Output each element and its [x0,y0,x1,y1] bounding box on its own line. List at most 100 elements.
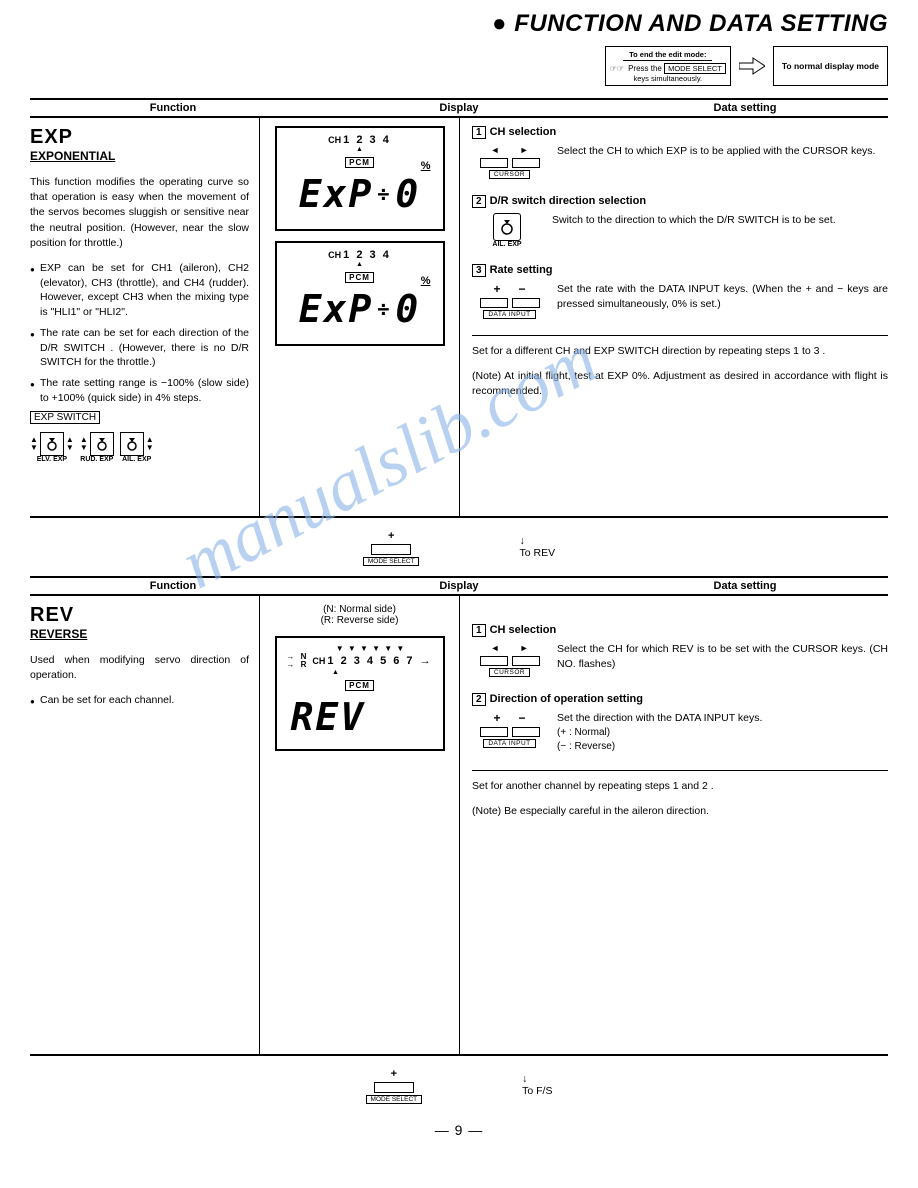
exp-display-col: CH1 2 3 4 ▲ PCM % ExP÷0 CH1 2 3 4 ▲ PCM … [260,118,460,516]
page-title: FUNCTION AND DATA SETTING [30,10,888,38]
rev-nav: + MODE SELECT ↓To F/S [30,1056,888,1114]
col-display: Display [316,100,602,116]
btn-label: DATA INPUT [483,739,535,748]
rev-subtitle: REVERSE [30,627,249,641]
step-text: Select the CH for which REV is to be set… [557,642,888,671]
step-title-text: CH selection [490,624,557,636]
pcm-badge: PCM [345,157,374,168]
column-headers: Function Display Data setting [30,100,888,116]
step-title-text: CH selection [490,126,557,138]
mode-select-key: MODE SELECT [664,63,726,74]
ch-numbers: 1 2 3 4 [343,134,391,146]
data-input-buttons[interactable]: +− DATA INPUT [472,711,547,748]
exp-note: (Note) At initial flight, test at EXP 0%… [472,369,888,399]
hand-icon: ☞☞ [610,64,624,73]
exp-subtitle: EXPONENTIAL [30,149,249,163]
exp-trailer: Set for a different CH and EXP SWITCH di… [472,344,888,359]
left-icon [490,642,499,654]
divider [472,770,888,771]
markers: ▼ ▼ ▼ ▼ ▼ ▼ [336,644,406,653]
rev-lcd: ▼ ▼ ▼ ▼ ▼ ▼ → N→ R CH1 2 3 4 5 6 7 → ▲ P… [275,636,445,751]
left-icon [490,144,499,156]
edit-mode-left: To end the edit mode: ☞☞ Press the MODE … [605,46,731,86]
bullet: EXP can be set for CH1 (aileron), CH2 (e… [30,261,249,320]
rev-legend: (N: Normal side)(R: Reverse side) [321,604,399,626]
exp-step-2: 2 D/R switch direction selection AIL. EXP… [472,195,888,248]
rev-step-2: 2 Direction of operation setting +− DATA … [472,693,888,754]
rev-data-col: 1CH selection CURSOR Select the CH for w… [460,596,888,1054]
exp-nav: + MODE SELECT ↓To REV [30,518,888,576]
nav-to-fs: ↓To F/S [522,1073,552,1097]
step-num: 3 [472,264,486,277]
arrow-icon [737,46,767,86]
exp-bullets: EXP can be set for CH1 (aileron), CH2 (e… [30,261,249,405]
rev-name: REV [30,604,249,627]
cursor-buttons[interactable]: CURSOR [472,642,547,677]
rev-intro: Used when modifying servo direction of o… [30,653,249,683]
section-exp: EXP EXPONENTIAL This function modifies t… [30,118,888,518]
pcm-badge: PCM [345,272,374,283]
edit-mode-post: keys simultaneously. [633,74,702,83]
col-data-setting: Data setting [602,578,888,594]
toggle-icon [125,437,139,451]
divider [472,335,888,336]
bullet: The rate setting range is −100% (slow si… [30,376,249,405]
mode-select-box[interactable]: + MODE SELECT [363,524,420,570]
exp-switches: ▲▼ ▲▼ ELV. EXP ▲▼ RUD. EXP ▲▼ AIL. EXP [30,432,249,463]
mode-select-box[interactable]: + MODE SELECT [366,1062,423,1108]
rev-trailer: Set for another channel by repeating ste… [472,779,888,794]
switch-label: RUD. EXP [80,456,113,463]
step-text: Select the CH to which EXP is to be appl… [557,144,888,159]
nav-to-rev: ↓To REV [519,535,555,559]
col-function: Function [30,578,316,594]
exp-name: EXP [30,126,249,149]
toggle-icon [45,437,59,451]
section-rev: REV REVERSE Used when modifying servo di… [30,596,888,1056]
col-function: Function [30,100,316,116]
switch-label: AIL. EXP [492,241,521,248]
rev-bullets: Can be set for each channel. [30,693,249,708]
switch-label: AIL. EXP [122,456,151,463]
edit-mode-target: To normal display mode [773,46,888,86]
step-title-text: D/R switch direction selection [490,195,646,207]
switch-rud-exp: ▲▼ RUD. EXP [80,432,114,463]
mode-select-label: MODE SELECT [363,557,420,566]
step-num: 1 [472,126,486,139]
step-text: Set the direction with the DATA INPUT ke… [557,711,888,754]
lcd-main: REV [291,695,366,739]
rev-display-col: (N: Normal side)(R: Reverse side) ▼ ▼ ▼ … [260,596,460,1054]
exp-step-3: 3Rate setting +− DATA INPUT Set the rate… [472,264,888,319]
data-input-buttons[interactable]: +− DATA INPUT [472,282,547,319]
dr-switch[interactable]: AIL. EXP [472,213,542,248]
cursor-buttons[interactable]: CURSOR [472,144,547,179]
col-display: Display [316,578,602,594]
right-icon [520,144,529,156]
toggle-icon [499,219,515,235]
page-number: — 9 — [30,1122,888,1138]
exp-data-col: 1 CH selection CURSOR Select the CH to wh… [460,118,888,516]
right-icon [520,642,529,654]
step-num: 2 [472,693,486,706]
exp-function-col: EXP EXPONENTIAL This function modifies t… [30,118,260,516]
switch-ail-exp: ▲▼ AIL. EXP [120,432,154,463]
column-headers-2: Function Display Data setting [30,578,888,594]
edit-mode-banner: To end the edit mode: ☞☞ Press the MODE … [30,46,888,86]
step-num: 2 [472,195,486,208]
step-title-text: Direction of operation setting [490,693,643,705]
btn-label: CURSOR [489,668,530,677]
percent-icon: % [421,160,431,172]
lcd-main: ExP [299,172,374,216]
bullet: The rate can be set for each direction o… [30,326,249,370]
mode-select-label: MODE SELECT [366,1095,423,1104]
lcd-value: 0 [395,287,420,331]
ch-numbers: 1 2 3 4 [343,249,391,261]
exp-intro: This function modifies the operating cur… [30,175,249,251]
rev-step-1: 1CH selection CURSOR Select the CH for w… [472,624,888,677]
col-data-setting: Data setting [602,100,888,116]
rev-note: (Note) Be especially careful in the aile… [472,804,888,819]
step-text: Set the rate with the DATA INPUT keys. (… [557,282,888,311]
exp-lcd-2: CH1 2 3 4 ▲ PCM % ExP÷0 [275,241,445,346]
edit-mode-pre: Press the [628,64,662,73]
bullet: Can be set for each channel. [30,693,249,708]
ch-numbers: 1 2 3 4 5 6 7 [327,655,414,667]
